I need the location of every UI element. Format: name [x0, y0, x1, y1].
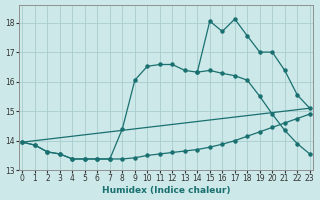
X-axis label: Humidex (Indice chaleur): Humidex (Indice chaleur) [102, 186, 230, 195]
